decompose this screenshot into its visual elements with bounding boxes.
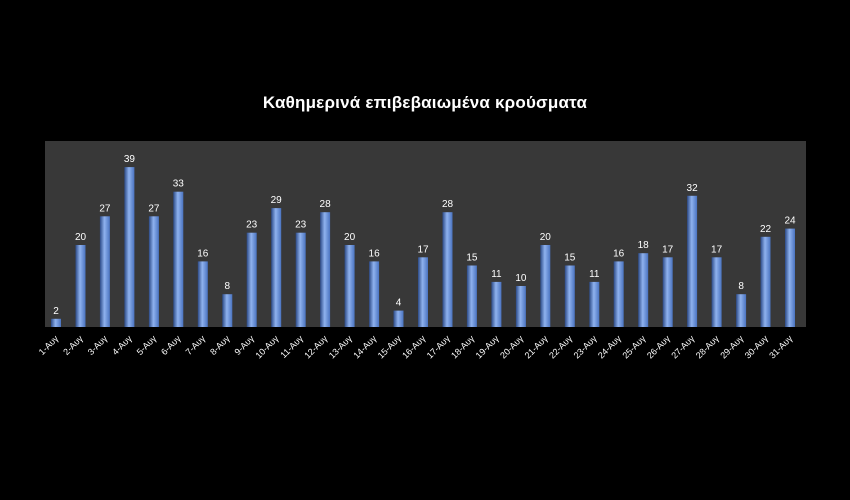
data-label: 15 [466, 253, 478, 264]
data-label: 17 [711, 244, 723, 255]
x-tick-label: 13-Αυγ [327, 333, 355, 361]
x-tick-label: 28-Αυγ [694, 333, 722, 361]
x-tick-label: 29-Αυγ [718, 333, 746, 361]
bar-3-Αυγ [99, 216, 110, 327]
data-label: 28 [442, 199, 454, 210]
bar-18-Αυγ [466, 265, 477, 327]
bar-31-Αυγ [785, 228, 795, 327]
data-label: 18 [638, 240, 650, 251]
data-label: 20 [344, 232, 356, 243]
bars-layer [51, 167, 795, 327]
bar-15-Αυγ [393, 310, 404, 327]
data-labels-layer: 2 20 27 39 27 33 16 8 23 29 23 28 20 16 4 17 28 15 11 10 20 1… [53, 154, 796, 317]
data-label: 22 [760, 224, 772, 235]
data-label: 4 [396, 298, 402, 309]
x-tick-label: 8-Αυγ [208, 333, 232, 357]
x-tick-label: 6-Αυγ [159, 333, 183, 357]
data-label: 17 [417, 244, 429, 255]
data-label: 10 [515, 273, 527, 284]
bar-20-Αυγ [515, 286, 526, 327]
bar-8-Αυγ [222, 294, 233, 327]
data-label: 20 [540, 232, 552, 243]
bar-7-Αυγ [197, 261, 208, 327]
data-label: 33 [173, 179, 185, 190]
data-label: 32 [687, 183, 699, 194]
x-tick-label: 22-Αυγ [547, 333, 575, 361]
x-tick-label: 2-Αυγ [61, 333, 85, 357]
bar-29-Αυγ [736, 294, 747, 327]
bar-14-Αυγ [369, 261, 380, 327]
x-tick-label: 1-Αυγ [37, 333, 61, 357]
bar-5-Αυγ [148, 216, 159, 327]
bar-30-Αυγ [760, 236, 771, 327]
x-tick-label: 7-Αυγ [184, 333, 208, 357]
x-tick-label: 20-Αυγ [498, 333, 526, 361]
data-label: 27 [99, 203, 111, 214]
data-label: 16 [197, 248, 209, 259]
x-tick-label: 18-Αυγ [449, 333, 477, 361]
data-label: 16 [369, 248, 381, 259]
x-tick-label: 27-Αυγ [669, 333, 697, 361]
x-tick-label: 31-Αυγ [767, 333, 795, 361]
bar-26-Αυγ [662, 257, 673, 327]
data-label: 8 [738, 281, 744, 292]
bar-25-Αυγ [638, 253, 649, 327]
bar-11-Αυγ [295, 232, 306, 327]
x-tick-label: 30-Αυγ [743, 333, 771, 361]
x-tick-label: 15-Αυγ [376, 333, 404, 361]
bar-28-Αυγ [711, 257, 722, 327]
data-label: 24 [784, 216, 796, 227]
bar-9-Αυγ [246, 232, 257, 327]
x-tick-label: 21-Αυγ [523, 333, 551, 361]
x-tick-label: 24-Αυγ [596, 333, 624, 361]
data-label: 28 [320, 199, 332, 210]
bar-27-Αυγ [687, 195, 698, 327]
data-label: 15 [564, 253, 576, 264]
bar-16-Αυγ [418, 257, 428, 327]
data-label: 27 [148, 203, 160, 214]
x-tick-label: 12-Αυγ [302, 333, 330, 361]
data-label: 11 [589, 269, 600, 280]
data-label: 16 [613, 248, 625, 259]
x-tick-label: 10-Αυγ [253, 333, 281, 361]
x-tick-label: 5-Αυγ [135, 333, 159, 357]
bar-24-Αυγ [613, 261, 624, 327]
x-tick-label: 4-Αυγ [110, 333, 134, 357]
bar-17-Αυγ [442, 212, 453, 327]
data-label: 11 [491, 269, 502, 280]
bar-12-Αυγ [320, 212, 331, 327]
x-tick-label: 23-Αυγ [572, 333, 600, 361]
bar-6-Αυγ [173, 191, 184, 327]
x-tick-label: 17-Αυγ [425, 333, 453, 361]
x-tick-label: 11-Αυγ [278, 333, 305, 360]
chart-title: Καθημερινά επιβεβαιωμένα κρούσματα [262, 93, 588, 112]
data-label: 17 [662, 244, 674, 255]
bar-4-Αυγ [124, 167, 135, 327]
x-tick-label: 26-Αυγ [645, 333, 673, 361]
bar-13-Αυγ [344, 245, 355, 327]
data-label: 23 [295, 220, 307, 231]
bar-19-Αυγ [491, 281, 502, 327]
data-label: 29 [271, 195, 283, 206]
x-tick-label: 19-Αυγ [474, 333, 502, 361]
data-label: 39 [124, 154, 136, 165]
data-label: 2 [53, 306, 59, 317]
bar-1-Αυγ [51, 318, 61, 327]
bar-23-Αυγ [589, 281, 600, 327]
data-label: 23 [246, 220, 258, 231]
bar-10-Αυγ [271, 208, 282, 327]
bar-21-Αυγ [540, 245, 551, 327]
bar-22-Αυγ [564, 265, 575, 327]
data-label: 8 [225, 281, 231, 292]
x-tick-label: 3-Αυγ [86, 333, 110, 357]
x-tick-label: 16-Αυγ [400, 333, 428, 361]
x-tick-label: 14-Αυγ [351, 333, 379, 361]
data-label: 20 [75, 232, 87, 243]
x-tick-label: 25-Αυγ [620, 333, 648, 361]
x-axis-tick-labels: 1-Αυγ 2-Αυγ 3-Αυγ 4-Αυγ 5-Αυγ 6-Αυγ 7-Αυγ 8-Αυγ… [37, 333, 795, 361]
bar-2-Αυγ [75, 245, 86, 327]
